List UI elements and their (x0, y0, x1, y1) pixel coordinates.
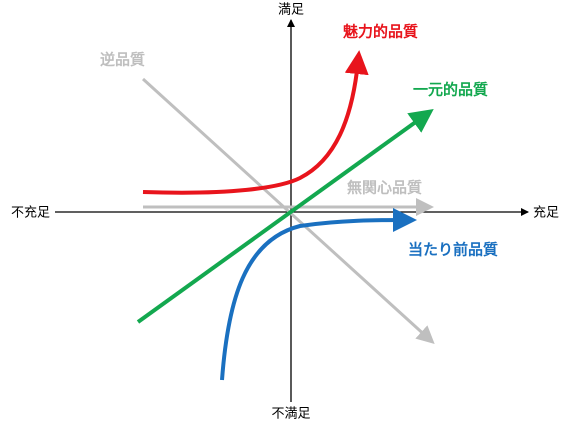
curve-label: 無関心品質 (347, 179, 422, 197)
must-be-quality-curve (220, 208, 417, 381)
axis-label-bottom: 不満足 (271, 407, 310, 422)
axis-label-right: 充足 (533, 205, 559, 221)
one-dimensional-quality-line (136, 108, 434, 324)
curve-label: 魅力的品質 (343, 23, 418, 41)
axis-label-top: 満足 (278, 3, 304, 18)
attractive-quality-curve (142, 50, 369, 195)
curve-label: 当たり前品質 (408, 241, 498, 259)
curve-label: 逆品質 (100, 51, 145, 69)
curve-label: 一元的品質 (413, 81, 488, 99)
axis-label-left: 不充足 (11, 205, 50, 221)
